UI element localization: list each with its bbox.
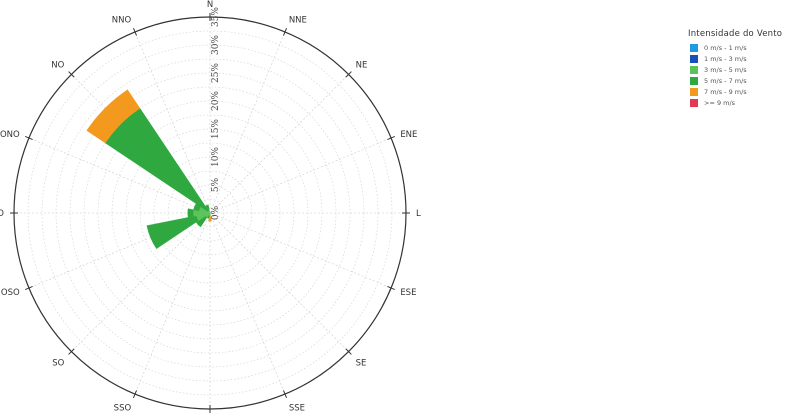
grid-spoke — [134, 212, 211, 395]
direction-tick — [387, 136, 395, 140]
direction-label-sse: SSE — [289, 403, 305, 413]
direction-label-ene: ENE — [400, 130, 417, 140]
legend-label: 0 m/s - 1 m/s — [704, 43, 747, 52]
legend-item[interactable]: 5 m/s - 7 m/s — [688, 75, 782, 86]
direction-label-ono: ONO — [0, 130, 20, 140]
legend-items: 0 m/s - 1 m/s 1 m/s - 3 m/s 3 m/s - 5 m/s 5… — [688, 42, 782, 108]
direction-tick — [68, 348, 75, 355]
radial-tick-labels: 0% 5% 10% 15% 20% 25% 30% 35% — [211, 7, 221, 221]
direction-labels: NNNENEENELESESESSESSSOSOOSOOONONONNO — [0, 0, 421, 413]
direction-label-nno: NNO — [112, 16, 132, 26]
direction-tick — [25, 286, 33, 290]
direction-label-n: N — [207, 0, 213, 10]
wind-sector-o — [187, 208, 194, 218]
direction-label-so: SO — [52, 359, 64, 369]
legend-item[interactable]: 1 m/s - 3 m/s — [688, 53, 782, 64]
direction-label-no: NO — [51, 60, 64, 70]
radial-tick-label: 20% — [211, 91, 221, 111]
legend-swatch — [690, 98, 698, 107]
legend-item[interactable]: >= 9 m/s — [688, 97, 782, 108]
radial-tick-label: 25% — [211, 63, 221, 83]
polar-grid — [10, 13, 410, 413]
legend-title: Intensidade do Vento — [688, 29, 783, 39]
direction-tick — [68, 71, 75, 78]
direction-label-oso: OSO — [1, 288, 20, 298]
wind-sector-no — [86, 89, 141, 144]
wind-sector-oso — [146, 215, 199, 249]
radial-tick-label: 35% — [211, 7, 221, 27]
direction-tick — [345, 348, 352, 355]
grid-spoke — [71, 212, 211, 352]
direction-label-se: SE — [356, 359, 367, 369]
legend-swatch — [690, 87, 698, 96]
direction-tick — [387, 286, 395, 290]
direction-tick — [133, 28, 137, 36]
legend-item[interactable]: 7 m/s - 9 m/s — [688, 86, 782, 97]
direction-tick — [283, 28, 287, 36]
legend-label: 1 m/s - 3 m/s — [704, 54, 747, 63]
radial-tick-label: 0% — [211, 205, 221, 220]
legend-swatch — [690, 65, 698, 74]
radial-tick-label: 10% — [211, 147, 221, 167]
grid-spoke — [209, 137, 392, 214]
wind-sectors — [86, 89, 212, 249]
legend: Intensidade do Vento 0 m/s - 1 m/s 1 m/s … — [688, 29, 782, 108]
grid-spoke — [209, 212, 349, 352]
legend-label: >= 9 m/s — [704, 98, 736, 107]
grid-spoke — [209, 212, 392, 289]
radial-tick-label: 30% — [211, 35, 221, 55]
direction-label-ese: ESE — [400, 288, 416, 298]
legend-label: 7 m/s - 9 m/s — [704, 87, 747, 96]
legend-label: 5 m/s - 7 m/s — [704, 76, 747, 85]
legend-item[interactable]: 3 m/s - 5 m/s — [688, 64, 782, 75]
grid-spoke — [209, 31, 286, 214]
legend-swatch — [690, 43, 698, 52]
legend-swatch — [690, 54, 698, 63]
grid-spoke — [28, 137, 211, 214]
grid-spoke — [209, 212, 286, 395]
direction-tick — [283, 390, 287, 398]
grid-spoke — [209, 74, 349, 214]
legend-label: 3 m/s - 5 m/s — [704, 65, 747, 74]
direction-label-nne: NNE — [289, 16, 307, 26]
legend-swatch — [690, 76, 698, 85]
radial-tick-label: 15% — [211, 119, 221, 139]
direction-tick — [345, 71, 352, 78]
legend-item[interactable]: 0 m/s - 1 m/s — [688, 42, 782, 53]
grid-spoke — [134, 31, 211, 214]
direction-label-l: L — [416, 209, 421, 219]
direction-tick — [25, 136, 33, 140]
direction-label-sso: SSO — [114, 403, 132, 413]
wind-sector-nno — [205, 204, 210, 211]
direction-label-ne: NE — [356, 60, 368, 70]
direction-tick — [133, 390, 137, 398]
direction-label-o: O — [0, 209, 4, 219]
radial-tick-label: 5% — [211, 177, 221, 192]
